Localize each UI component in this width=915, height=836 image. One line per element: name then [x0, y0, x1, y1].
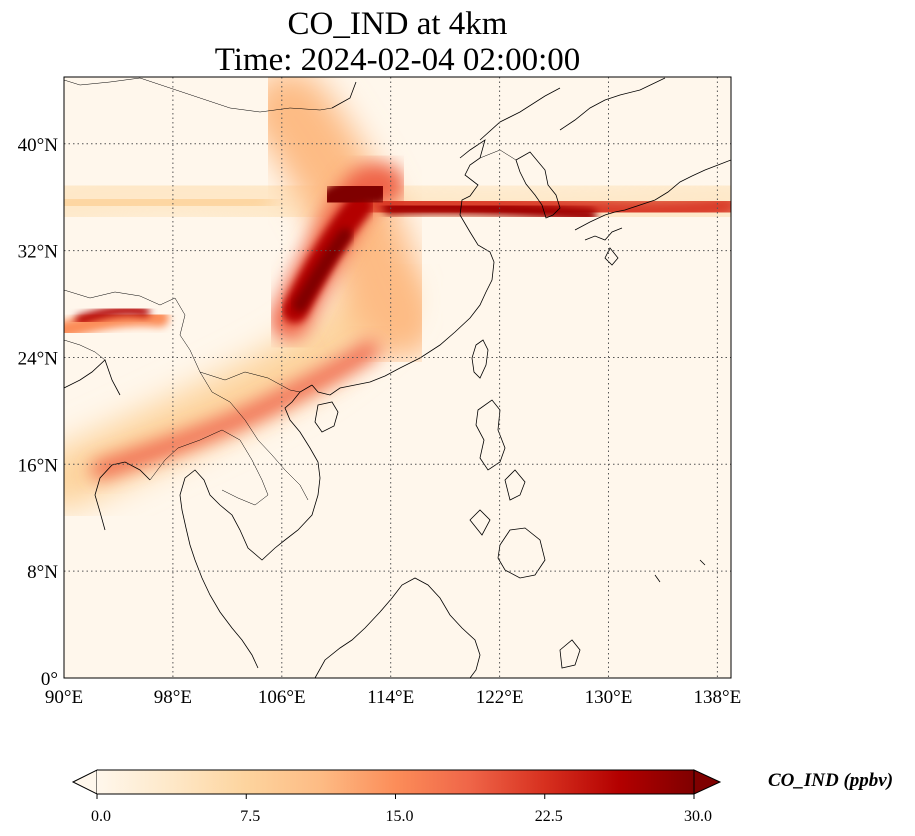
plume-band-5 — [91, 341, 379, 479]
border-thailand — [149, 429, 269, 506]
coastline-hainan — [314, 401, 339, 433]
lon-tick-label: 138°E — [694, 687, 742, 708]
longitude-tick-labels: 90°E 98°E 106°E 114°E 122°E 130°E 138°E — [45, 687, 741, 708]
border-laos-vietnam — [199, 371, 309, 501]
colorbar-extend-min — [71, 769, 98, 795]
coastline-indochina — [179, 384, 321, 669]
colorbar-tick-label: 15.0 — [386, 808, 414, 825]
colorbar: 0.0 7.5 15.0 22.5 30.0 — [71, 769, 722, 825]
coastline-myanmar — [64, 359, 151, 531]
border-china-myanmar — [64, 289, 301, 393]
lat-tick-label: 40°N — [18, 135, 59, 156]
colorbar-tick-label: 22.5 — [535, 808, 563, 825]
plume-band-13 — [293, 228, 352, 312]
plume-band-9 — [75, 305, 150, 325]
plume-band-12 — [320, 173, 390, 215]
map-title-line-2: Time: 2024-02-04 02:00:00 — [214, 42, 581, 78]
map-title-line-1: CO_IND at 4km — [287, 6, 508, 42]
map-frame — [63, 76, 732, 679]
lon-tick-label: 106°E — [258, 687, 306, 708]
plume-band-4 — [64, 308, 169, 339]
colorbar-label: CO_IND (ppbv) — [768, 770, 894, 791]
colorbar-tick-labels: 0.0 7.5 15.0 22.5 30.0 — [91, 794, 712, 825]
coastline-china-east — [311, 81, 495, 396]
lon-tick-label: 90°E — [45, 687, 83, 708]
lat-tick-label: 32°N — [18, 242, 59, 263]
lon-tick-label: 122°E — [476, 687, 524, 708]
coastline-northeast — [479, 77, 666, 141]
map-gridlines — [64, 77, 731, 678]
coastline-philippines — [469, 399, 546, 579]
lon-tick-label: 98°E — [154, 687, 192, 708]
coastline-japan — [574, 159, 731, 266]
colorbar-tick-label: 0.0 — [91, 808, 111, 825]
co-concentration-field — [64, 77, 731, 678]
plume-band-1 — [64, 270, 410, 510]
coastline-korea — [515, 151, 561, 219]
lat-tick-label: 8°N — [27, 562, 58, 583]
lon-tick-label: 130°E — [585, 687, 633, 708]
plume-band-11 — [383, 200, 597, 222]
coastline-taiwan — [471, 339, 489, 379]
lat-tick-label: 16°N — [18, 455, 59, 476]
border-india-bangladesh — [64, 339, 106, 361]
colorbar-gradient — [97, 770, 694, 794]
colorbar-extend-max — [693, 769, 722, 795]
lon-tick-label: 114°E — [367, 687, 414, 708]
lat-tick-label: 0° — [41, 669, 58, 690]
border-china-north — [64, 77, 333, 113]
plume-band-3 — [250, 77, 440, 360]
coastlines — [64, 77, 731, 678]
colorbar-tick-label: 30.0 — [684, 808, 712, 825]
coastline-islands — [559, 559, 706, 669]
lat-tick-label: 24°N — [18, 348, 59, 369]
plume-band-2 — [64, 185, 275, 220]
latitude-tick-labels: 0° 8°N 16°N 24°N 32°N 40°N — [18, 135, 59, 690]
coastline-borneo — [314, 577, 481, 678]
colorbar-tick-label: 7.5 — [240, 808, 260, 825]
